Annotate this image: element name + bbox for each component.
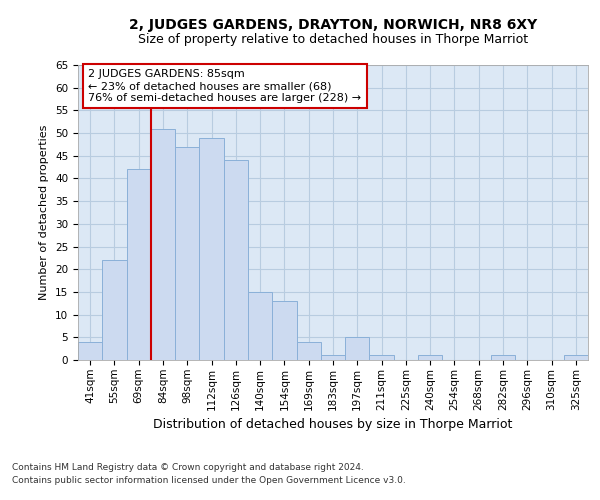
- Text: 2 JUDGES GARDENS: 85sqm
← 23% of detached houses are smaller (68)
76% of semi-de: 2 JUDGES GARDENS: 85sqm ← 23% of detache…: [88, 70, 361, 102]
- Bar: [224, 160, 248, 360]
- Bar: [248, 292, 272, 360]
- Bar: [175, 146, 199, 360]
- Bar: [199, 138, 224, 360]
- Text: 2, JUDGES GARDENS, DRAYTON, NORWICH, NR8 6XY: 2, JUDGES GARDENS, DRAYTON, NORWICH, NR8…: [129, 18, 537, 32]
- Text: Contains public sector information licensed under the Open Government Licence v3: Contains public sector information licen…: [12, 476, 406, 485]
- Bar: [370, 356, 394, 360]
- Bar: [345, 338, 370, 360]
- X-axis label: Distribution of detached houses by size in Thorpe Marriot: Distribution of detached houses by size …: [154, 418, 512, 431]
- Text: Contains HM Land Registry data © Crown copyright and database right 2024.: Contains HM Land Registry data © Crown c…: [12, 464, 364, 472]
- Bar: [272, 301, 296, 360]
- Bar: [418, 356, 442, 360]
- Bar: [151, 128, 175, 360]
- Bar: [321, 356, 345, 360]
- Bar: [102, 260, 127, 360]
- Bar: [127, 170, 151, 360]
- Bar: [78, 342, 102, 360]
- Bar: [491, 356, 515, 360]
- Text: Size of property relative to detached houses in Thorpe Marriot: Size of property relative to detached ho…: [138, 32, 528, 46]
- Y-axis label: Number of detached properties: Number of detached properties: [40, 125, 49, 300]
- Bar: [564, 356, 588, 360]
- Bar: [296, 342, 321, 360]
